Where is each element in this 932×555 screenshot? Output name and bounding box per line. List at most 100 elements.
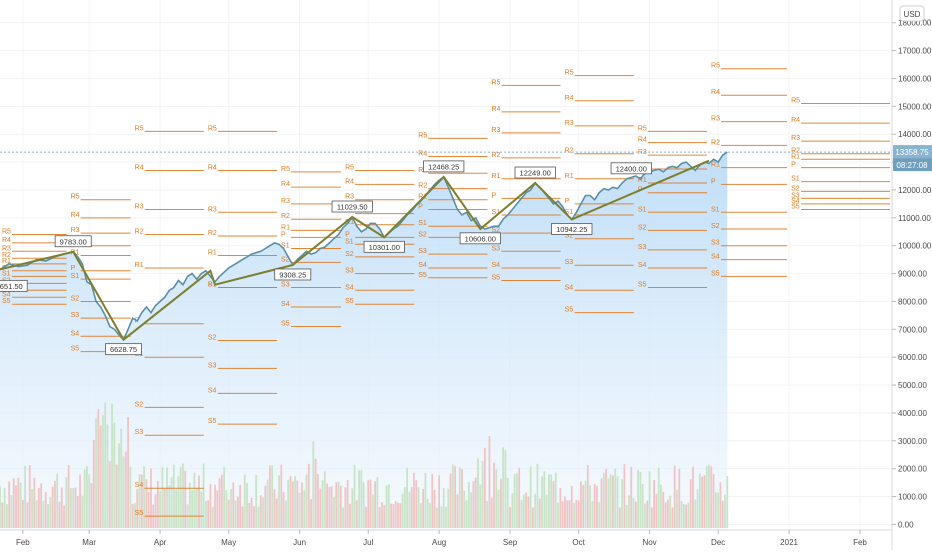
volume-bar bbox=[104, 402, 107, 528]
volume-bar bbox=[131, 503, 134, 528]
volume-bar bbox=[99, 425, 102, 528]
volume-bar bbox=[335, 482, 338, 528]
pivot-label-r5: R5 bbox=[135, 125, 144, 132]
volume-bar bbox=[314, 458, 317, 528]
volume-bar bbox=[195, 487, 198, 528]
volume-bar bbox=[225, 490, 228, 528]
pivot-label-s1: S1 bbox=[2, 270, 11, 277]
volume-bar bbox=[159, 490, 162, 528]
pivot-label-r1: R1 bbox=[208, 249, 217, 256]
volume-bar bbox=[136, 489, 139, 528]
volume-bar bbox=[413, 472, 415, 528]
pivot-label-p: P bbox=[711, 178, 716, 185]
currency-label: USD bbox=[904, 10, 921, 19]
volume-bar bbox=[106, 424, 109, 528]
pivot-label-s4: S4 bbox=[208, 387, 217, 394]
swing-annotations: 9783.00 6628.75 9308.25 11029.50 10301.00 124… bbox=[0, 160, 652, 356]
pivot-label-p: P bbox=[791, 162, 796, 169]
price-polyline bbox=[0, 151, 728, 342]
volume-bar bbox=[477, 458, 479, 528]
volume-bar bbox=[63, 505, 65, 528]
volume-bar bbox=[399, 503, 402, 528]
volume-bar bbox=[527, 496, 530, 528]
x-tick-label: Jul bbox=[363, 538, 373, 547]
swing-label: 11029.50 bbox=[337, 203, 368, 212]
volume-bar bbox=[273, 489, 276, 528]
volume-bar bbox=[209, 484, 212, 528]
y-tick-label: 18000.00 bbox=[898, 19, 932, 28]
x-tick-label: Jun bbox=[293, 538, 306, 547]
volume-bar bbox=[97, 409, 100, 528]
volume-bar bbox=[284, 500, 287, 528]
volume-bar bbox=[17, 477, 20, 528]
pivot-label-s4: S4 bbox=[71, 330, 80, 337]
pivot-label-s5: S5 bbox=[711, 270, 720, 277]
volume-bar bbox=[628, 495, 630, 528]
pivot-label-p: P bbox=[565, 198, 570, 205]
pivot-label-r3: R3 bbox=[711, 116, 720, 123]
volume-bar bbox=[568, 500, 571, 528]
volume-bar bbox=[10, 495, 13, 528]
volume-bar bbox=[417, 487, 420, 528]
volume-bar bbox=[179, 466, 182, 528]
volume-bar bbox=[166, 467, 168, 528]
pivot-label-s2: S2 bbox=[135, 401, 144, 408]
volume-bar bbox=[584, 480, 587, 528]
volume-bar bbox=[486, 501, 489, 528]
volume-bar bbox=[454, 466, 457, 528]
volume-bar bbox=[525, 492, 527, 528]
volume-bar bbox=[618, 507, 621, 528]
pivot-label-s5: S5 bbox=[135, 510, 144, 517]
volume-bar bbox=[721, 500, 724, 528]
time-axis[interactable]: Feb Mar Apr May Jun Jul Aug Sep Oct Nov Dec 2021 Feb bbox=[16, 530, 867, 547]
volume-bar bbox=[719, 482, 722, 528]
volume-bar bbox=[248, 503, 251, 528]
volume-bar bbox=[463, 490, 466, 528]
volume-bar bbox=[481, 460, 484, 528]
x-tick-label: Dec bbox=[711, 538, 725, 547]
volume-bar bbox=[257, 506, 260, 528]
swing-label-box bbox=[274, 268, 312, 281]
pivot-label-r2: R2 bbox=[2, 252, 11, 259]
volume-bar bbox=[431, 473, 434, 528]
volume-bar bbox=[161, 467, 164, 528]
volume-bar bbox=[504, 450, 507, 528]
swing-label: 10606.00 bbox=[465, 234, 496, 243]
volume-bar bbox=[534, 493, 537, 528]
volume-bar bbox=[310, 499, 312, 528]
volume-bar bbox=[150, 468, 152, 528]
pivot-label-r4: R4 bbox=[208, 164, 217, 171]
volume-bar bbox=[243, 474, 246, 528]
volume-bar bbox=[211, 506, 214, 528]
volume-bar bbox=[42, 500, 45, 528]
pivot-label-p: P bbox=[491, 192, 496, 199]
volume-bar bbox=[582, 484, 585, 528]
pivot-label-r2: R2 bbox=[491, 152, 500, 159]
pivot-label-s1: S1 bbox=[345, 238, 354, 245]
pivot-label-r3: R3 bbox=[135, 203, 144, 210]
volume-bar bbox=[154, 494, 157, 528]
swing-label: 12468.25 bbox=[428, 162, 459, 171]
volume-bar bbox=[111, 403, 113, 528]
volume-bar bbox=[671, 507, 674, 528]
volume-bar bbox=[580, 481, 582, 528]
volume-bar bbox=[79, 474, 81, 528]
volume-bar bbox=[705, 466, 708, 528]
pivot-label-s2: S2 bbox=[345, 251, 354, 258]
pivot-label-r2: R2 bbox=[791, 148, 800, 155]
pivot-label-s4: S4 bbox=[2, 291, 11, 298]
price-axis[interactable]: 0.00 1000.00 2000.00 3000.00 4000.00 5000.00 6… bbox=[892, 19, 932, 530]
x-tick-label: Apr bbox=[154, 538, 167, 547]
x-tick-label: Aug bbox=[432, 538, 446, 547]
currency-badge[interactable]: USD bbox=[899, 5, 925, 22]
volume-bar bbox=[426, 498, 429, 528]
swing-label: 8651.50 bbox=[0, 282, 23, 291]
last-price-tag: 13358.75 08:27:08 bbox=[893, 145, 932, 172]
volume-bar bbox=[252, 506, 255, 528]
volume-bar bbox=[586, 465, 589, 528]
pivot-label-s3: S3 bbox=[345, 268, 354, 275]
volume-bar bbox=[495, 469, 498, 528]
pivot-label-r5: R5 bbox=[345, 164, 354, 171]
